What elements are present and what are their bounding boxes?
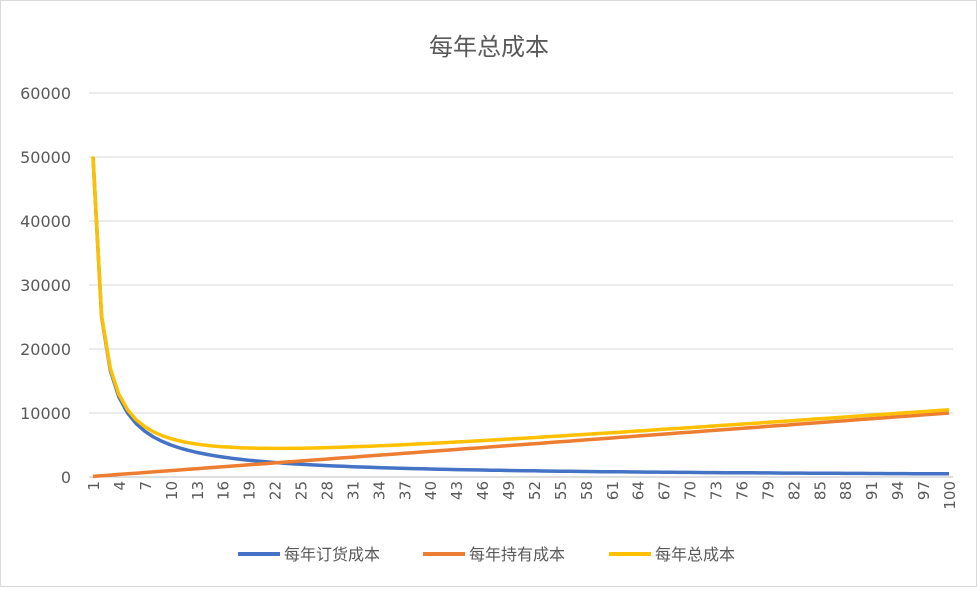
x-tick-label: 10	[163, 481, 181, 500]
x-tick-label: 37	[396, 481, 414, 500]
x-tick-label: 91	[863, 481, 881, 500]
series-line-1	[92, 411, 950, 479]
chart-title: 每年总成本	[429, 33, 549, 61]
x-tick-label: 16	[215, 481, 233, 500]
legend-item: 每年持有成本	[423, 545, 565, 564]
x-tick-label: 46	[474, 481, 492, 500]
y-tick-label: 0	[61, 468, 71, 487]
x-tick-label: 40	[422, 481, 440, 500]
x-tick-label: 55	[552, 481, 570, 500]
x-tick-label: 76	[733, 481, 751, 500]
x-tick-label: 73	[708, 481, 726, 500]
x-tick-label: 79	[759, 481, 777, 500]
x-tick-label: 97	[915, 481, 933, 500]
x-tick-label: 25	[293, 481, 311, 500]
x-tick-label: 70	[682, 481, 700, 500]
y-tick-label: 10000	[20, 404, 71, 423]
x-tick-label: 67	[656, 481, 674, 500]
y-tick-label: 30000	[20, 276, 71, 295]
x-tick-label: 52	[526, 481, 544, 500]
x-tick-label: 85	[811, 481, 829, 500]
x-tick-label: 88	[837, 481, 855, 500]
series-line-2	[91, 156, 950, 451]
x-tick-label: 13	[189, 481, 207, 500]
y-tick-label: 60000	[20, 84, 71, 103]
legend-item: 每年总成本	[609, 545, 735, 564]
legend-label: 每年持有成本	[469, 545, 565, 564]
y-tick-label: 40000	[20, 212, 71, 231]
x-tick-label: 28	[318, 481, 336, 500]
x-tick-label: 19	[241, 481, 259, 500]
x-tick-label: 64	[630, 481, 648, 500]
x-tick-label: 94	[889, 481, 907, 500]
legend-label: 每年订货成本	[284, 545, 380, 564]
x-tick-label: 7	[137, 481, 155, 491]
x-tick-label: 100	[941, 481, 959, 510]
x-tick-label: 34	[370, 481, 388, 500]
x-tick-label: 1	[85, 481, 103, 491]
legend-item: 每年订货成本	[238, 545, 380, 564]
y-tick-label: 20000	[20, 340, 71, 359]
series-line-0	[91, 156, 949, 476]
x-tick-label: 4	[111, 481, 129, 491]
x-tick-label: 31	[344, 481, 362, 500]
x-tick-label: 82	[785, 481, 803, 500]
x-tick-label: 49	[500, 481, 518, 500]
x-tick-label: 43	[448, 481, 466, 500]
x-tick-label: 61	[604, 481, 622, 500]
legend-label: 每年总成本	[655, 545, 735, 564]
x-tick-label: 22	[267, 481, 285, 500]
y-tick-label: 50000	[20, 148, 71, 167]
x-tick-label: 58	[578, 481, 596, 500]
